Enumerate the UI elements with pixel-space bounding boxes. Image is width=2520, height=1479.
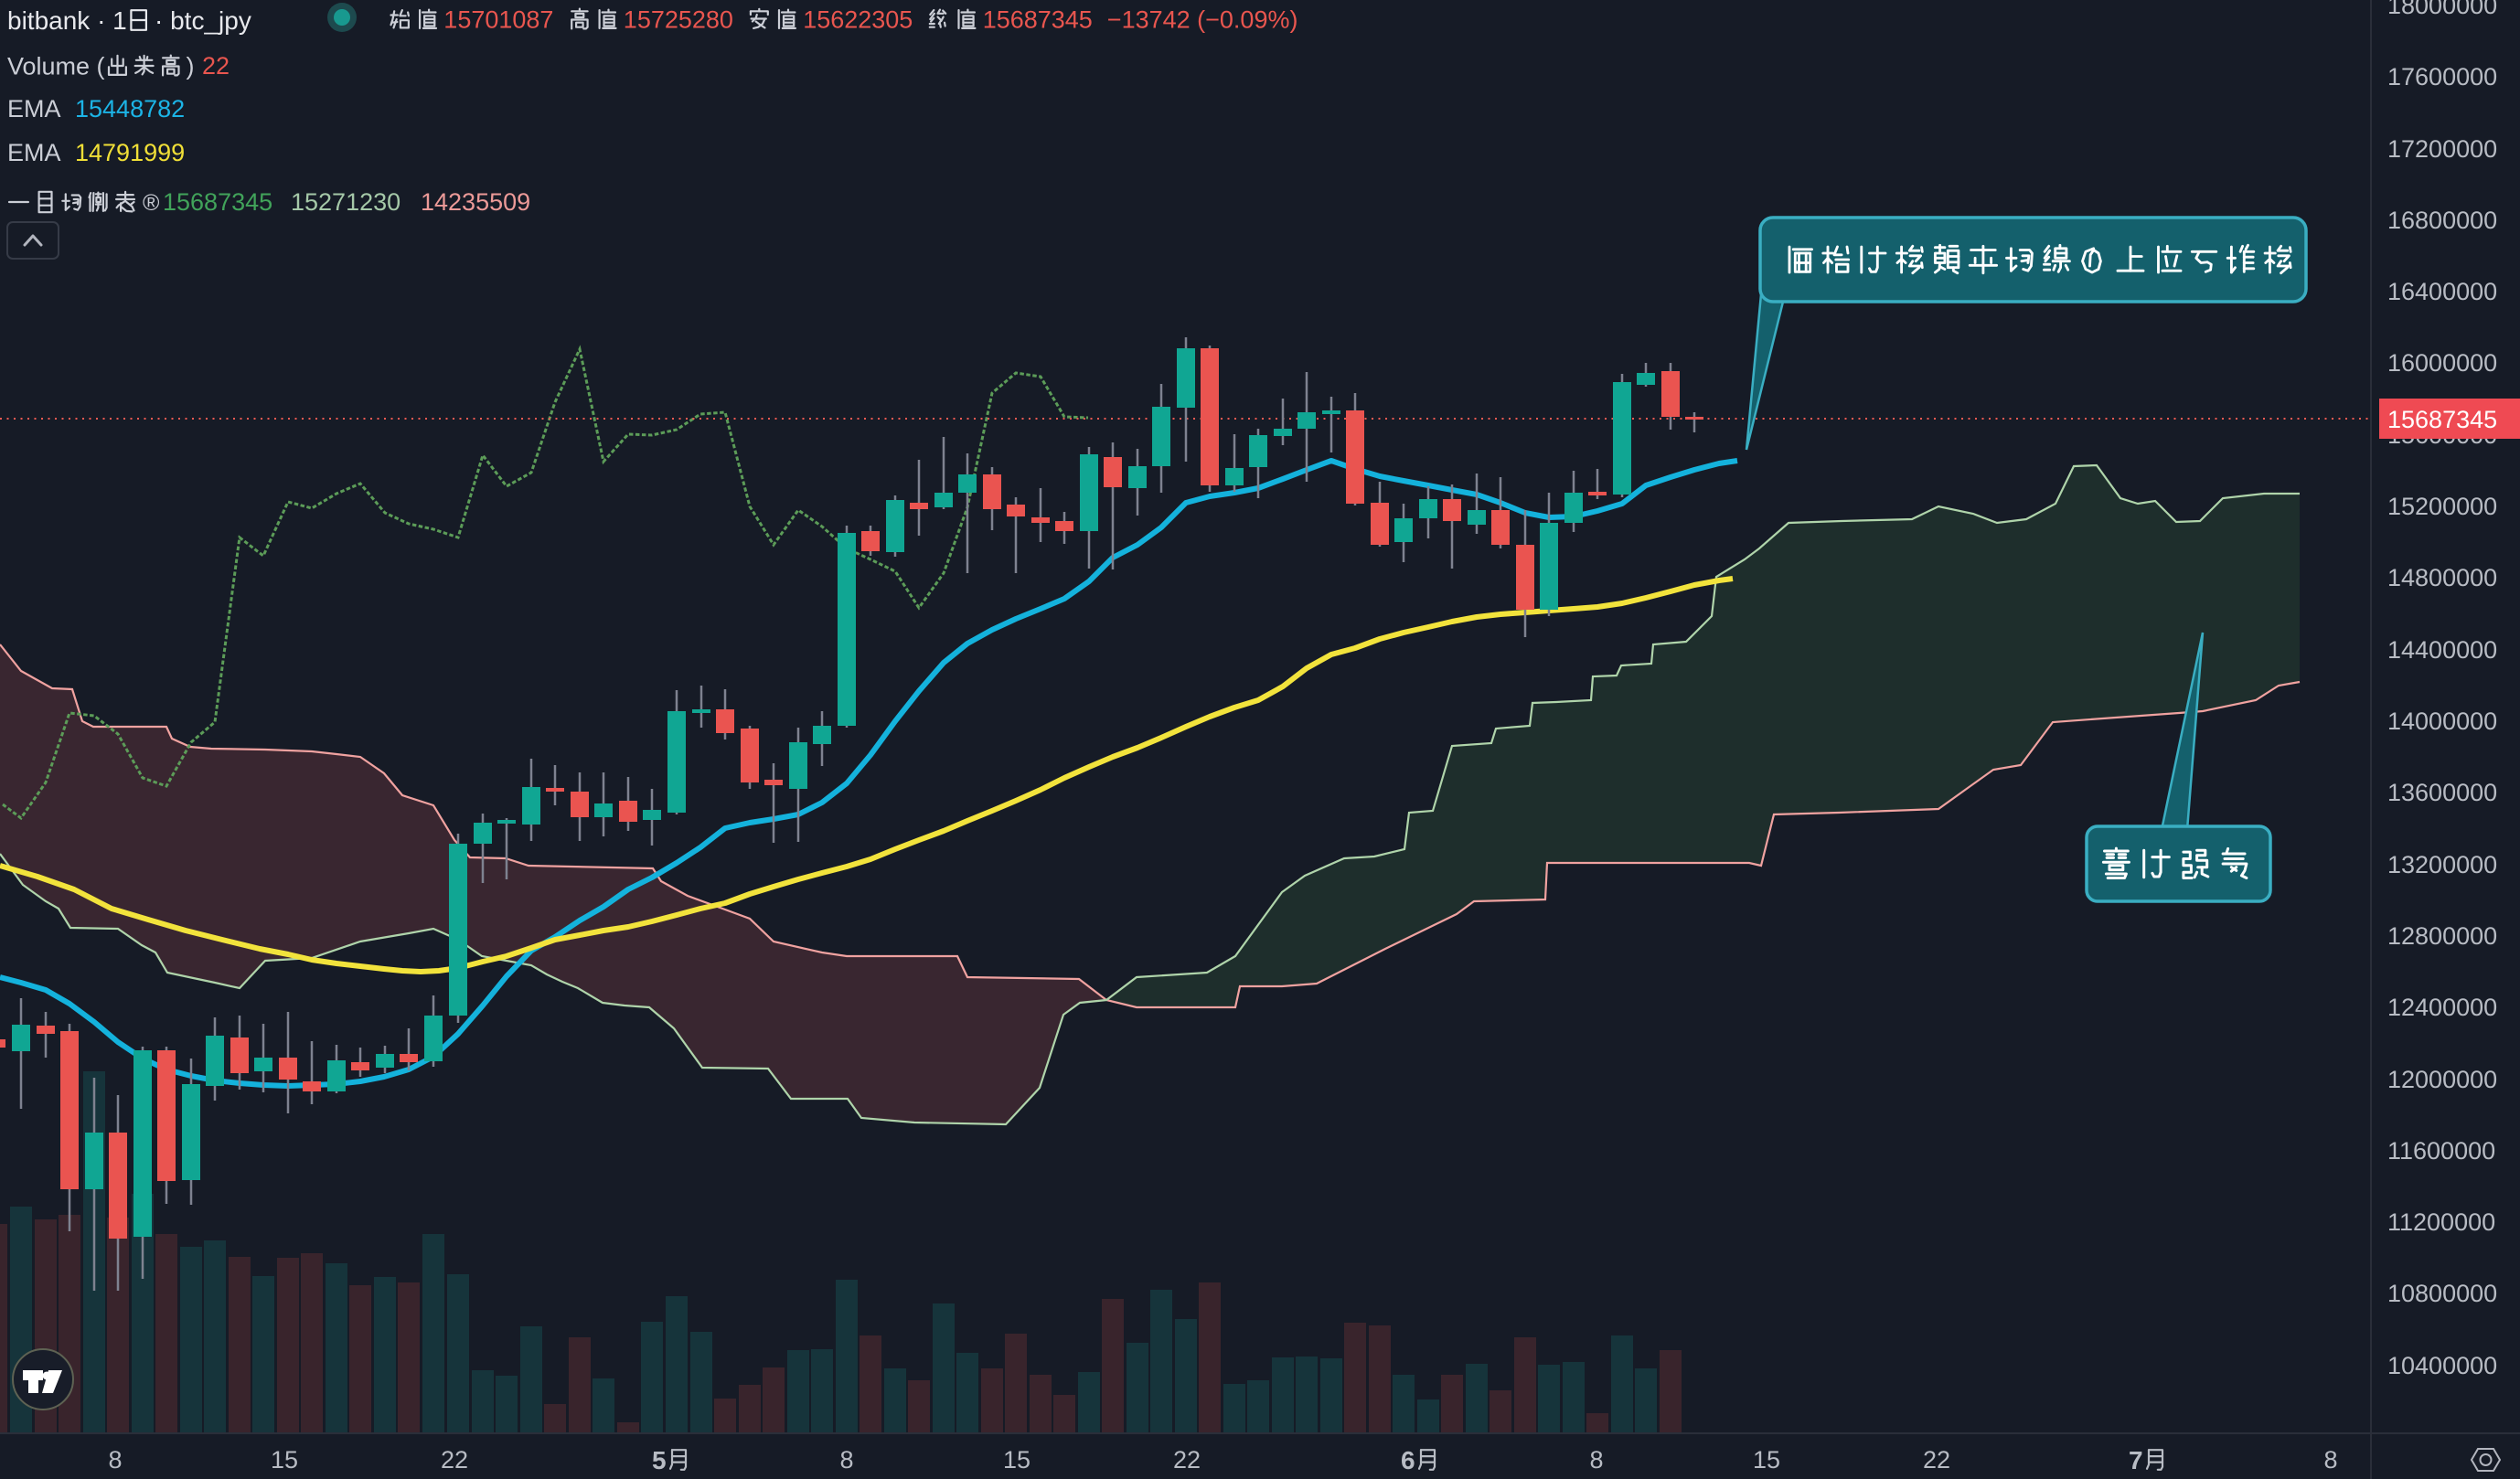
- svg-text:22: 22: [1173, 1446, 1201, 1474]
- svg-text:15687345: 15687345: [2387, 406, 2497, 433]
- svg-text:11200000: 11200000: [2387, 1208, 2495, 1236]
- svg-text:16800000: 16800000: [2387, 207, 2497, 234]
- svg-text:15701087: 15701087: [443, 5, 553, 33]
- svg-text:11600000: 11600000: [2387, 1137, 2495, 1165]
- svg-text:· btc_jpy: · btc_jpy: [155, 6, 251, 35]
- svg-text:15200000: 15200000: [2387, 493, 2497, 520]
- svg-text:7: 7: [2129, 1446, 2143, 1474]
- svg-text:10400000: 10400000: [2387, 1352, 2497, 1379]
- svg-text:8: 8: [2323, 1446, 2337, 1474]
- svg-text:15687345: 15687345: [983, 5, 1093, 33]
- svg-text:14235509: 14235509: [421, 188, 530, 216]
- svg-text:15: 15: [271, 1446, 298, 1474]
- svg-text:8: 8: [839, 1446, 853, 1474]
- svg-text:22: 22: [202, 52, 230, 80]
- svg-text:14791999: 14791999: [75, 139, 185, 166]
- svg-text:12800000: 12800000: [2387, 922, 2497, 950]
- svg-text:12000000: 12000000: [2387, 1066, 2497, 1093]
- svg-text:16400000: 16400000: [2387, 278, 2497, 305]
- svg-text:15622305: 15622305: [803, 5, 913, 33]
- svg-text:): ): [187, 53, 195, 80]
- svg-text:−13742 (−0.09%): −13742 (−0.09%): [1107, 5, 1298, 33]
- svg-text:5: 5: [652, 1446, 667, 1474]
- svg-text:EMA: EMA: [7, 95, 61, 122]
- svg-text:15725280: 15725280: [624, 5, 733, 33]
- svg-text:®: ®: [143, 190, 160, 216]
- svg-text:22: 22: [1923, 1446, 1950, 1474]
- svg-text:22: 22: [441, 1446, 468, 1474]
- svg-text:bitbank · 1: bitbank · 1: [7, 6, 127, 35]
- svg-text:13200000: 13200000: [2387, 851, 2497, 878]
- svg-text:6: 6: [1401, 1446, 1415, 1474]
- svg-text:14400000: 14400000: [2387, 636, 2497, 664]
- svg-text:15448782: 15448782: [75, 95, 185, 122]
- svg-text:10800000: 10800000: [2387, 1280, 2497, 1307]
- svg-text:18000000: 18000000: [2387, 0, 2497, 19]
- svg-text:14800000: 14800000: [2387, 564, 2497, 591]
- svg-text:EMA: EMA: [7, 139, 61, 166]
- svg-text:15: 15: [1003, 1446, 1030, 1474]
- svg-text:15687345: 15687345: [163, 188, 272, 216]
- svg-text:14000000: 14000000: [2387, 708, 2497, 735]
- svg-text:12400000: 12400000: [2387, 994, 2497, 1021]
- svg-text:8: 8: [108, 1446, 122, 1474]
- svg-text:8: 8: [1589, 1446, 1603, 1474]
- svg-text:17200000: 17200000: [2387, 135, 2497, 163]
- svg-text:13600000: 13600000: [2387, 779, 2497, 806]
- svg-text:15: 15: [1753, 1446, 1780, 1474]
- svg-text:16000000: 16000000: [2387, 349, 2497, 377]
- svg-text:15271230: 15271230: [291, 188, 400, 216]
- svg-text:17600000: 17600000: [2387, 63, 2497, 90]
- svg-text:Volume (: Volume (: [7, 53, 105, 80]
